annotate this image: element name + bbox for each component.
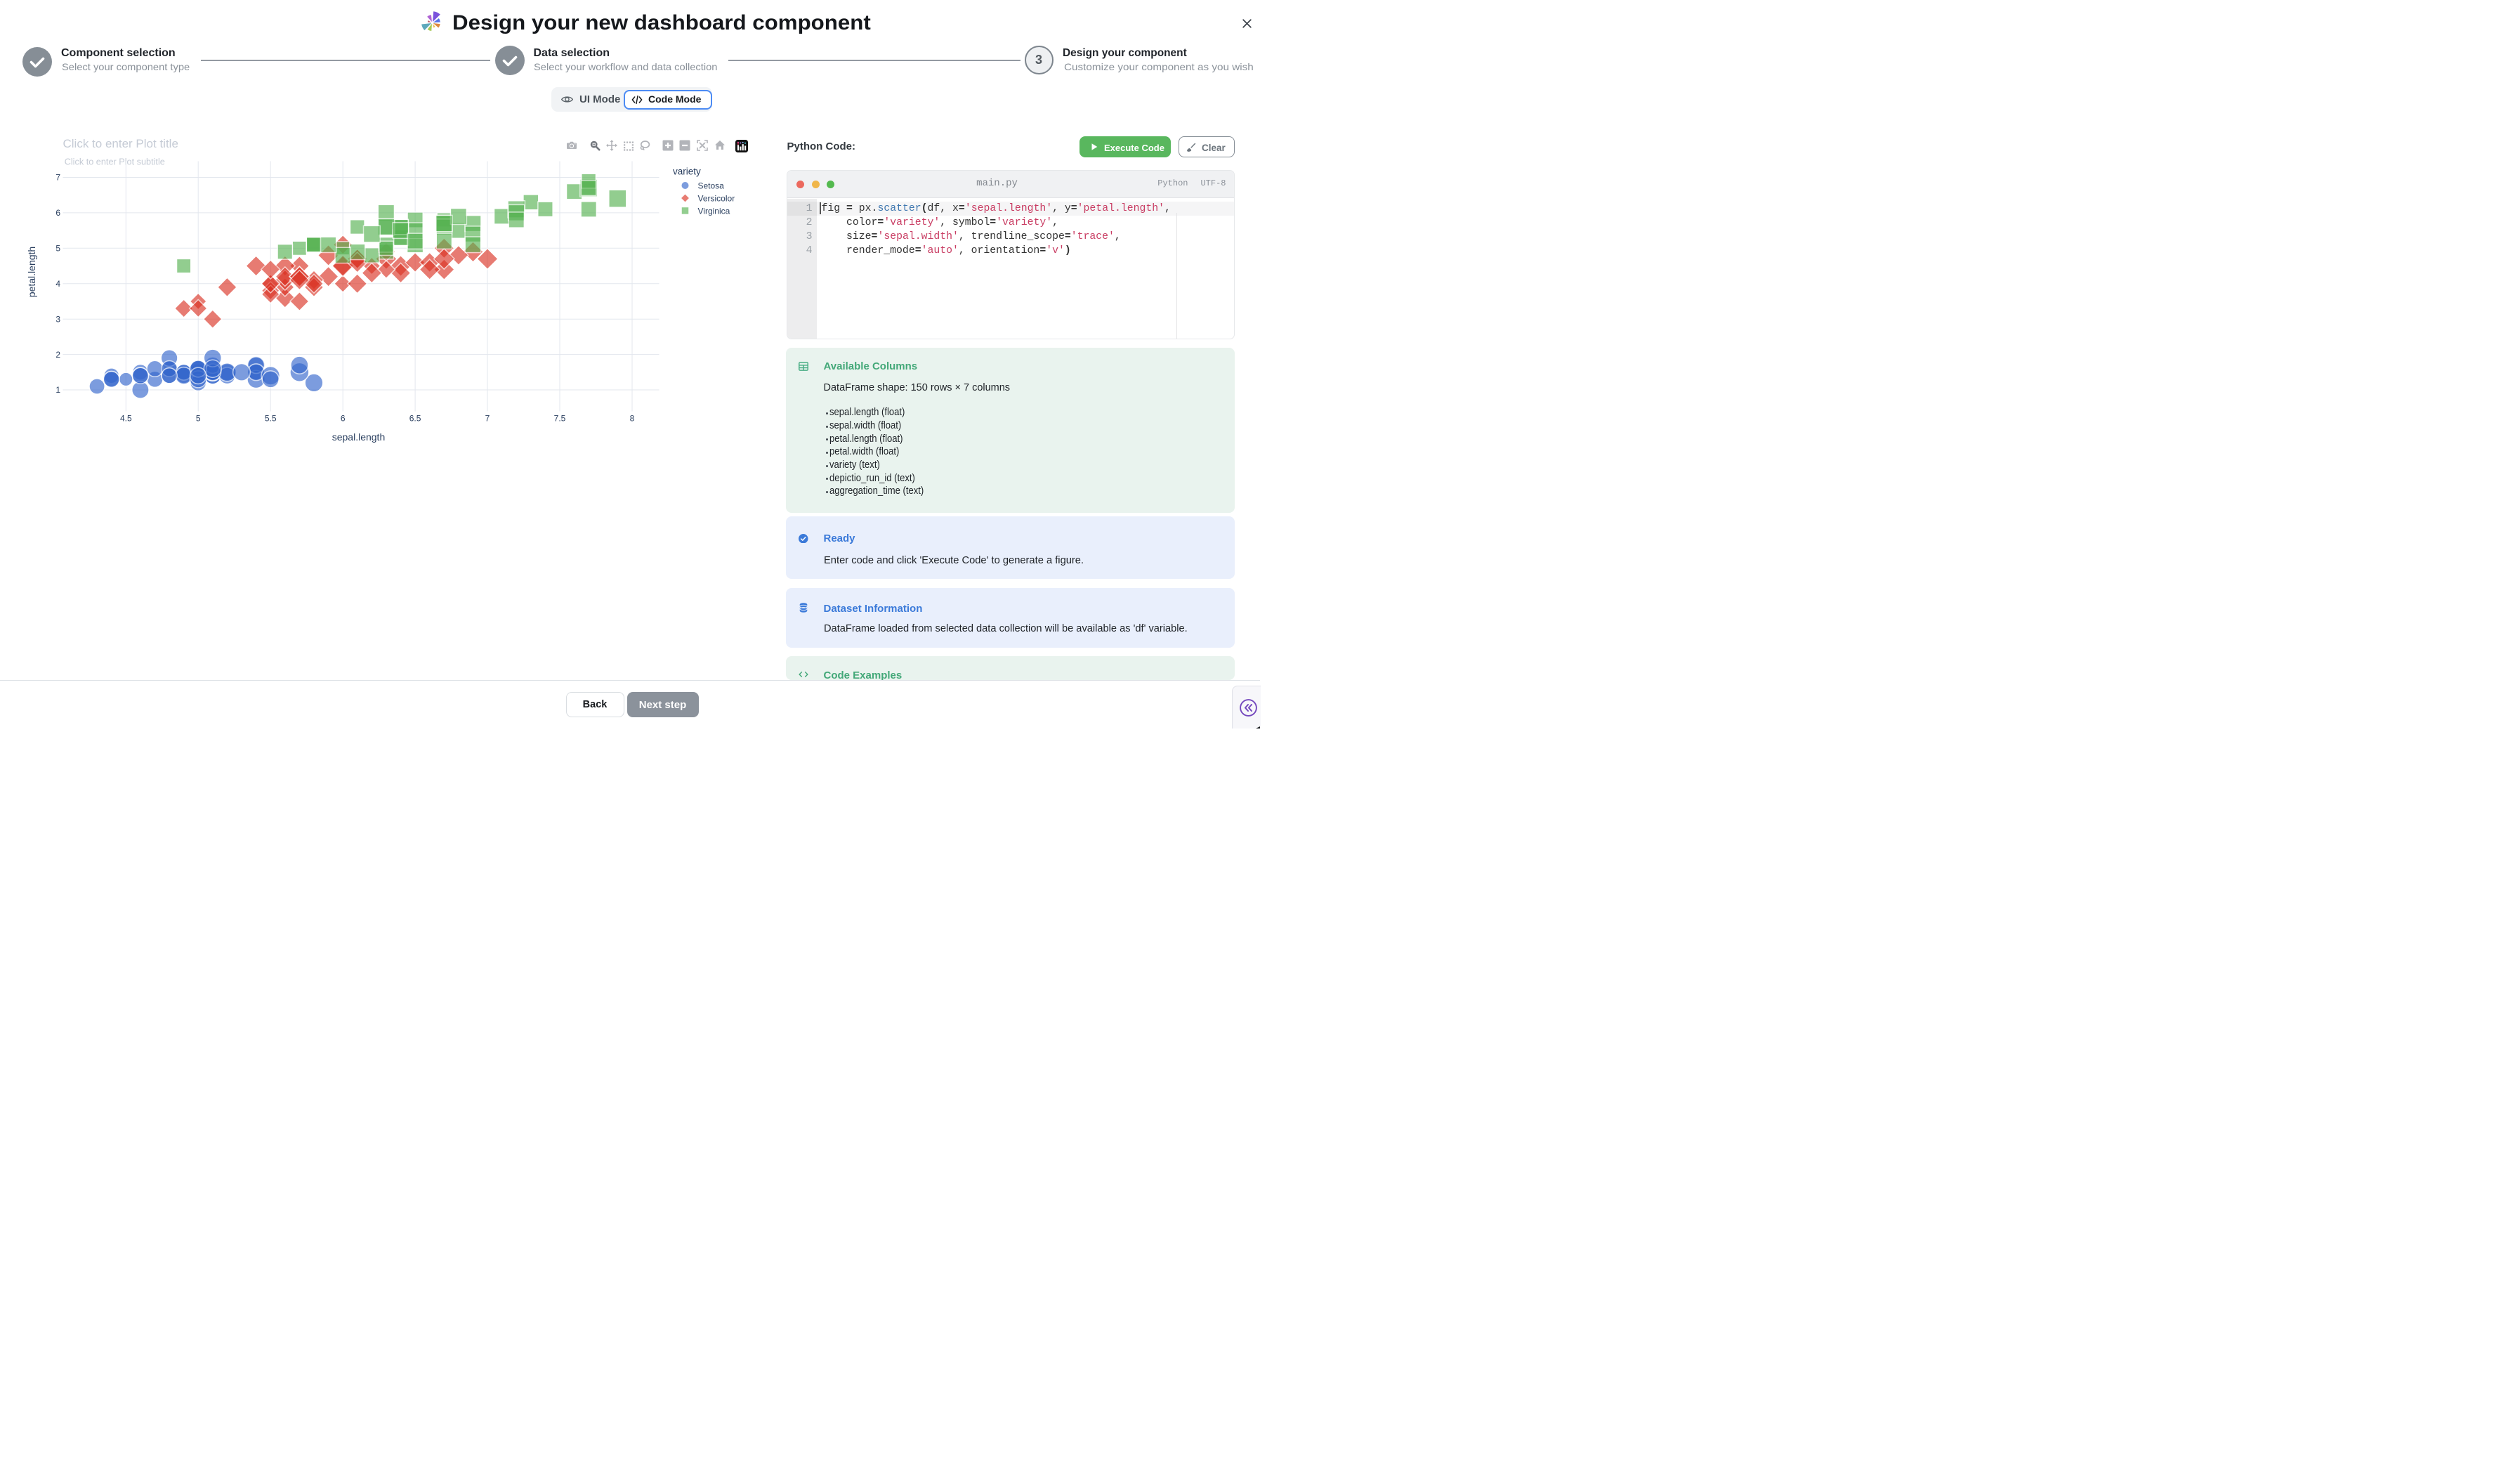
svg-text:7: 7 [55, 173, 60, 183]
svg-text:variety: variety [673, 166, 701, 177]
svg-text:petal.length: petal.length [26, 247, 37, 297]
svg-text:2: 2 [55, 350, 60, 360]
svg-text:7.5: 7.5 [554, 414, 566, 424]
svg-text:5: 5 [55, 244, 60, 254]
svg-text:Click to enter Plot subtitle: Click to enter Plot subtitle [65, 157, 165, 167]
svg-text:6: 6 [341, 414, 346, 424]
svg-text:Versicolor: Versicolor [698, 193, 735, 203]
svg-text:3: 3 [55, 314, 60, 324]
svg-text:7: 7 [485, 414, 490, 424]
svg-text:1: 1 [55, 385, 60, 395]
svg-text:4.5: 4.5 [120, 414, 132, 424]
svg-text:Virginica: Virginica [698, 206, 730, 216]
svg-text:5: 5 [196, 414, 201, 424]
svg-text:sepal.length: sepal.length [332, 431, 386, 443]
svg-text:6.5: 6.5 [409, 414, 421, 424]
svg-text:Setosa: Setosa [698, 181, 725, 190]
svg-text:4: 4 [55, 279, 60, 289]
svg-text:Click to enter Plot title: Click to enter Plot title [63, 137, 178, 150]
svg-text:5.5: 5.5 [265, 414, 277, 424]
svg-text:8: 8 [630, 414, 635, 424]
svg-text:6: 6 [55, 208, 60, 218]
